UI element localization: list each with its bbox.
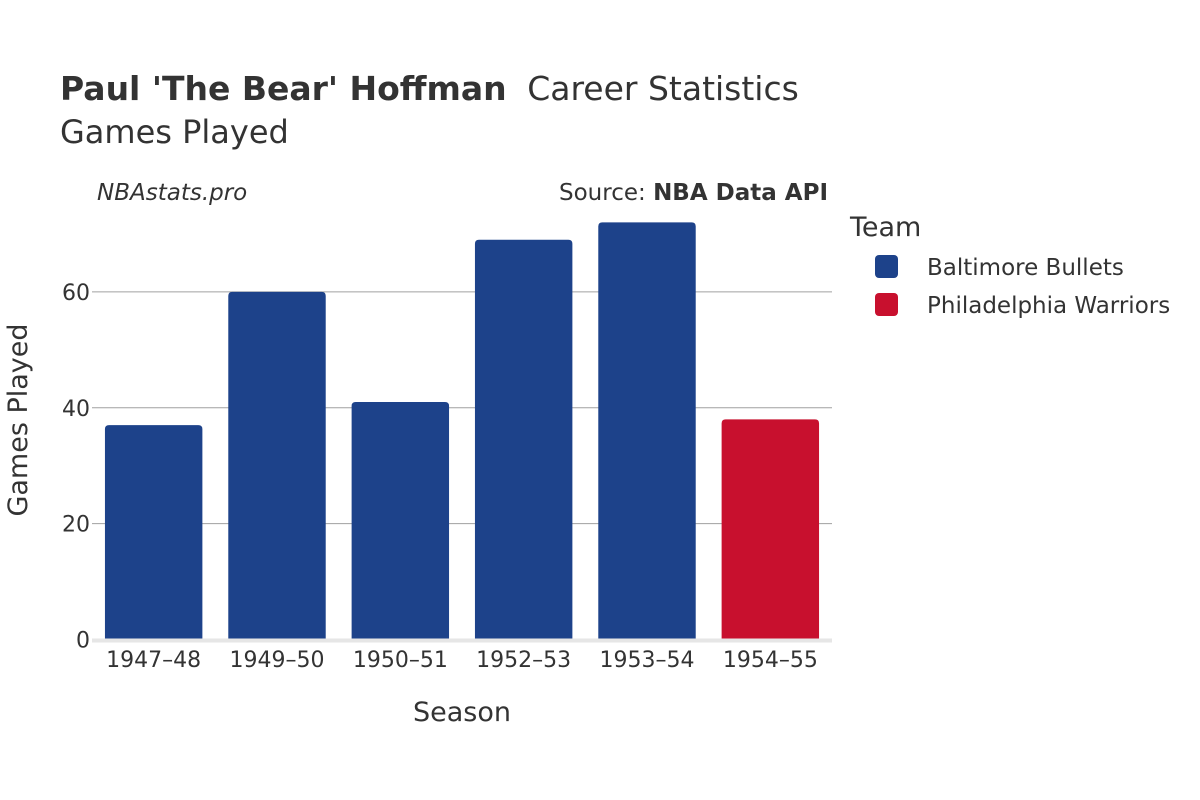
bar-1954–55	[721, 419, 820, 640]
source-note: Source: NBA Data API	[559, 180, 828, 206]
chart-title-rest: Career Statistics	[527, 69, 799, 108]
y-tick-label: 0	[76, 629, 90, 654]
bar-1953–54	[598, 222, 696, 640]
legend: Team Baltimore Bullets Philadelphia Warri…	[849, 212, 1170, 319]
chart-subtitle: Games Played	[60, 113, 289, 151]
chart-title: Paul 'The Bear' Hoffman Career Statistic…	[60, 69, 799, 108]
x-axis-title: Season	[413, 697, 511, 728]
legend-swatch	[875, 255, 898, 278]
y-axis-title: Games Played	[3, 323, 34, 516]
bar-1952–53	[474, 239, 573, 640]
source-prefix: Source:	[559, 180, 653, 206]
x-tick-label: 1950–51	[353, 648, 448, 673]
legend-label: Baltimore Bullets	[927, 255, 1124, 281]
legend-label: Philadelphia Warriors	[927, 293, 1170, 319]
y-tick-label: 40	[62, 397, 90, 422]
bar-1949–50	[228, 291, 326, 640]
x-tick-label: 1949–50	[230, 648, 325, 673]
chart-title-bold: Paul 'The Bear' Hoffman	[60, 69, 507, 108]
legend-title: Team	[849, 212, 921, 243]
x-tick-label: 1953–54	[600, 648, 695, 673]
plot-area: 0 20 40 60 1947–48 1949–50 1950–51 1952–53 1953–…	[62, 222, 832, 673]
legend-swatch	[875, 293, 898, 316]
x-tick-label: 1952–53	[476, 648, 571, 673]
bar-1950–51	[351, 401, 450, 640]
x-tick-label: 1947–48	[106, 648, 201, 673]
x-tick-label: 1954–55	[723, 648, 818, 673]
y-tick-label: 20	[62, 513, 90, 538]
y-tick-label: 60	[62, 281, 90, 306]
watermark: NBAstats.pro	[97, 180, 247, 206]
bar-1947–48	[104, 425, 203, 640]
source-name: NBA Data API	[653, 180, 828, 206]
